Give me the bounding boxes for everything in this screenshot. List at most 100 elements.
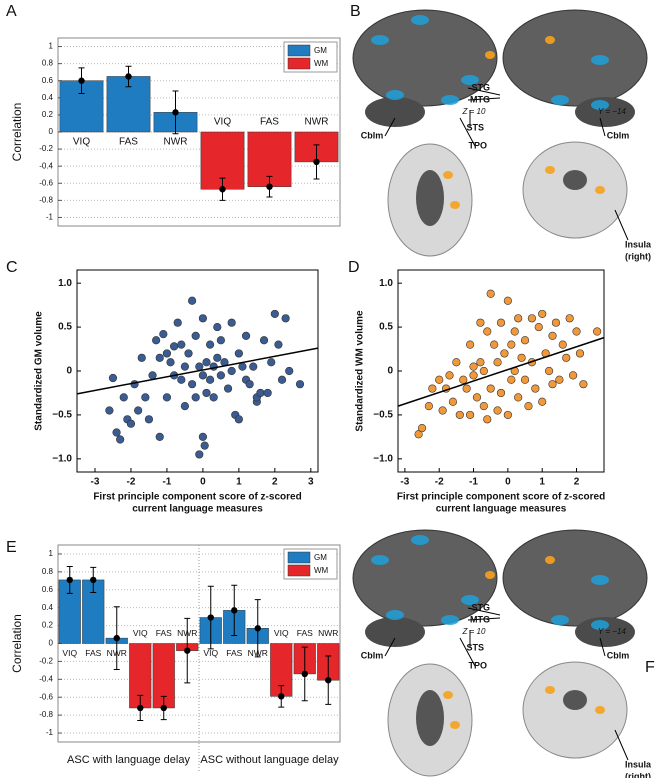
point <box>241 331 251 340</box>
point <box>216 336 225 345</box>
y-tick-label: 1 <box>49 549 54 558</box>
category-label: NWR <box>177 628 197 638</box>
cluster-blue <box>371 555 389 565</box>
mean-dot <box>184 647 191 654</box>
point <box>202 358 211 367</box>
mean-dot <box>90 576 97 584</box>
x-tick-label: -3 <box>91 477 100 488</box>
brain-label: TPO <box>468 140 487 150</box>
point <box>551 318 561 327</box>
point <box>486 289 495 298</box>
y-tick-label: 0.5 <box>379 322 393 333</box>
x-tick-label: -1 <box>469 477 478 488</box>
brain-label: Y = −14 <box>598 627 626 636</box>
axial-ventricles <box>416 170 444 226</box>
x-axis-label: current language measures <box>436 504 567 515</box>
point <box>558 340 567 349</box>
y-tick-label: 0.5 <box>58 322 72 333</box>
x-tick-label: 2 <box>574 477 580 488</box>
x-tick-label: 0 <box>200 477 206 488</box>
brain-label: MTG <box>470 94 490 104</box>
point <box>496 318 506 327</box>
point <box>256 388 265 398</box>
cluster-blue <box>386 90 404 100</box>
point <box>469 362 478 371</box>
point <box>295 380 305 389</box>
point <box>105 406 114 415</box>
mean-dot <box>207 614 214 621</box>
y-tick-label: 0.2 <box>42 110 54 119</box>
lateral-brain-right <box>502 9 648 107</box>
mean-dot <box>301 670 308 678</box>
point <box>510 327 519 336</box>
point <box>562 353 571 362</box>
category-label: FAS <box>156 628 172 638</box>
cluster-orange <box>485 51 495 59</box>
cluster-orange <box>595 186 605 194</box>
point <box>572 327 581 336</box>
cluster-blue <box>591 620 609 630</box>
category-label: NWR <box>107 648 127 658</box>
point <box>555 375 564 384</box>
y-tick-label: -0.6 <box>39 692 53 701</box>
legend-label: WM <box>314 566 329 575</box>
cluster-orange <box>545 556 555 564</box>
point <box>191 331 200 340</box>
y-tick-label: -1 <box>46 213 54 222</box>
point <box>548 331 557 340</box>
y-tick-label: -0.6 <box>39 178 53 187</box>
point <box>424 402 434 411</box>
point <box>195 450 204 459</box>
brain-images: STG MTG STS TPO Cblm Cblm Z = 10 Y = −14 Insula (… <box>352 9 652 261</box>
legend-swatch <box>287 57 311 70</box>
point <box>173 318 182 327</box>
point <box>277 375 287 384</box>
mean-dot <box>231 607 238 614</box>
axial-ventricles <box>416 690 444 746</box>
point <box>249 362 258 371</box>
x-axis-label: current language measures <box>132 504 263 515</box>
mean-dot <box>325 677 332 684</box>
mean-dot <box>254 625 261 632</box>
panel-label: B <box>350 3 361 20</box>
point <box>503 296 512 305</box>
group-label: ASC with language delay <box>67 754 190 766</box>
point <box>259 336 269 345</box>
point <box>538 309 547 319</box>
category-label: FAS <box>297 628 313 638</box>
y-tick-label: -0.4 <box>39 674 53 683</box>
point <box>548 380 557 389</box>
point <box>285 366 294 376</box>
x-tick-label: 1 <box>236 477 242 488</box>
cluster-orange <box>443 691 453 699</box>
point <box>209 362 218 371</box>
y-axis-label: Correlation <box>10 103 24 162</box>
brain-label: STG <box>471 82 490 92</box>
coronal-ventricles <box>563 170 587 190</box>
point <box>544 366 554 376</box>
point <box>112 428 121 437</box>
x-tick-label: -2 <box>435 477 444 488</box>
point <box>263 388 272 398</box>
cerebellum <box>575 97 635 127</box>
y-tick-label: -0.2 <box>39 144 53 153</box>
cluster-blue <box>591 100 609 110</box>
panel-label: E <box>6 539 17 556</box>
brain-label: STG <box>471 602 490 612</box>
x-tick-label: 1 <box>539 477 545 488</box>
y-tick-label: 0 <box>66 366 72 377</box>
point <box>435 375 444 384</box>
point <box>568 371 578 380</box>
y-tick-label: 0 <box>49 127 54 136</box>
point <box>579 380 588 389</box>
mean-dot <box>160 704 167 712</box>
point <box>479 366 488 376</box>
leader-lines <box>384 87 629 241</box>
point <box>141 393 150 402</box>
x-axis-label: First principle component score of z-sco… <box>397 492 605 503</box>
mean-dot <box>78 77 85 84</box>
brain-label: Y = −14 <box>598 107 626 116</box>
brain-label: Cblm <box>607 130 630 140</box>
panel-label: D <box>348 259 360 276</box>
